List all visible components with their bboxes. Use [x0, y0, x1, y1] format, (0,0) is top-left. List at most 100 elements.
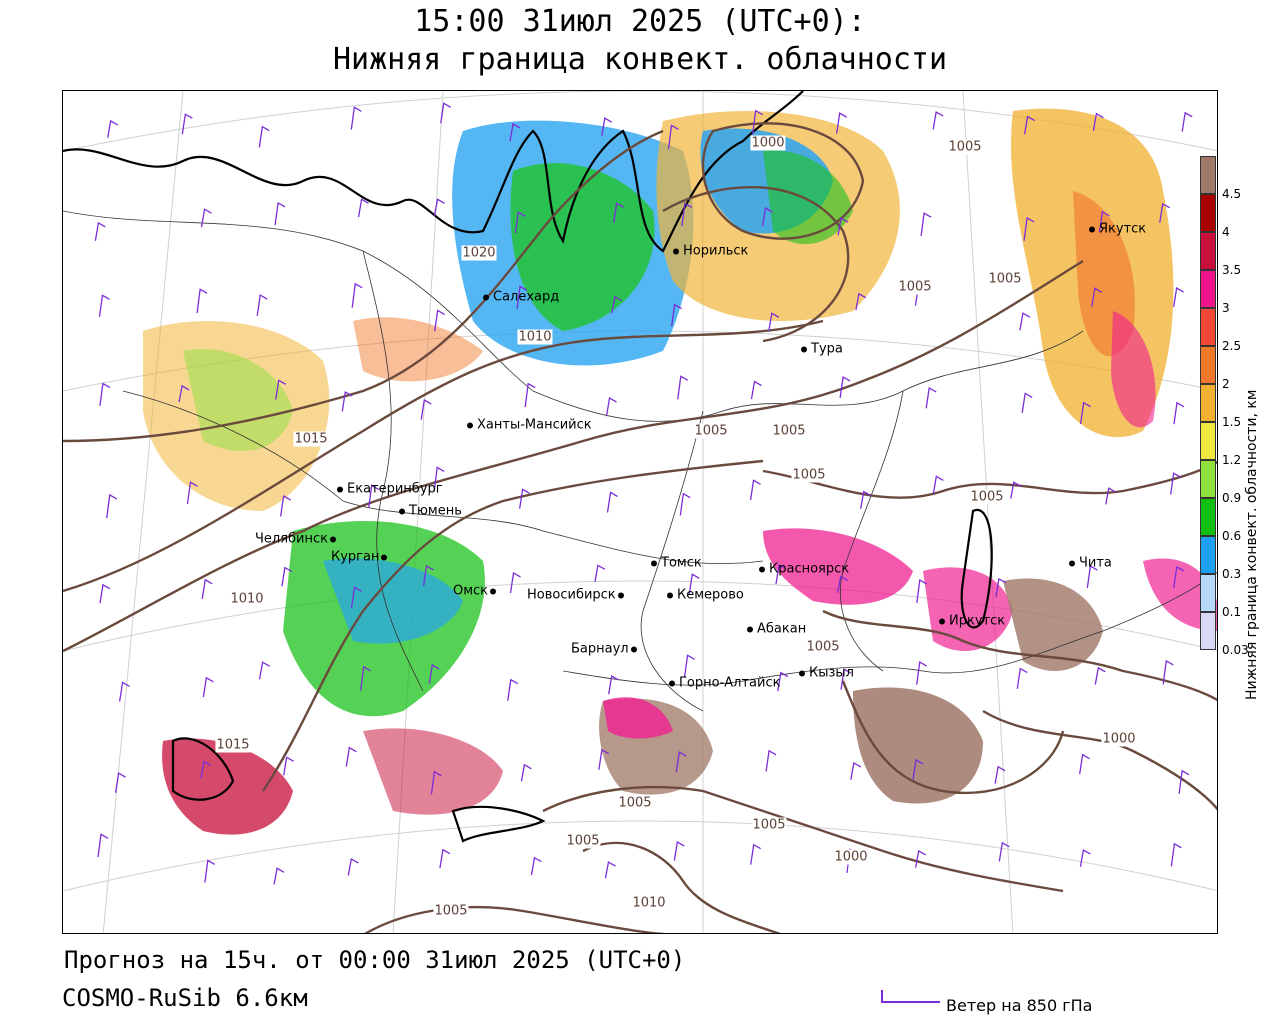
city-chelyabinsk: Челябинск	[255, 532, 340, 547]
wind-barb	[1162, 659, 1174, 685]
wind-barb	[1178, 769, 1190, 794]
isobar-label: 1005	[947, 139, 983, 155]
legend-tick-label: 3.5	[1222, 263, 1242, 277]
city-label: Иркутск	[949, 613, 1006, 629]
city-dot	[490, 588, 497, 594]
city-dot	[1069, 560, 1075, 566]
isobar-label: 1005	[771, 423, 807, 439]
city-dot	[939, 618, 945, 624]
legend-tick-label: 0.03	[1222, 643, 1249, 657]
wind-barb	[509, 571, 521, 594]
city-label: Тюмень	[409, 503, 462, 519]
city-chita: Чита	[1069, 556, 1112, 571]
city-yakutsk: Якутск	[1089, 222, 1146, 237]
wind-barb	[524, 382, 536, 408]
wind-barb	[258, 125, 270, 148]
wind-barb	[605, 397, 617, 417]
wind-barb	[514, 211, 526, 234]
wind-barb	[920, 212, 932, 237]
wind-barb	[283, 756, 294, 776]
wind-barb	[667, 124, 679, 150]
wind-barb	[594, 564, 606, 582]
city-label: Кызыл	[809, 665, 854, 681]
isobar-label: 1000	[1101, 731, 1137, 747]
city-abakan: Абакан	[747, 622, 806, 637]
city-dot	[330, 536, 337, 542]
isobar-label: 1005	[897, 279, 933, 295]
wind-barb	[850, 761, 862, 780]
wind-barb	[683, 654, 695, 678]
map-canvas	[63, 91, 1217, 933]
wind-barb	[200, 760, 212, 779]
wind-barb	[611, 295, 623, 314]
city-dot	[467, 422, 473, 428]
city-label: Ханты-Мансийск	[477, 417, 592, 433]
wind-barb	[768, 312, 780, 332]
wind-barb	[1092, 112, 1104, 132]
city-label: Тура	[811, 341, 843, 357]
city-label: Омск	[453, 583, 489, 599]
city-dot	[667, 592, 673, 598]
wind-barb	[1016, 667, 1028, 689]
weather-map: Салехард Норильск Тура Якутск Ханты-Манс…	[62, 90, 1218, 934]
wind-barb	[1173, 287, 1184, 308]
legend-swatch	[1200, 574, 1216, 612]
wind-barb	[1098, 210, 1110, 233]
wind-barb	[360, 665, 372, 691]
wind-barb	[598, 748, 610, 770]
legend-title: Нижняя граница конвект. облачности, км	[1244, 389, 1260, 700]
isobar-label: 1005	[987, 271, 1023, 287]
city-label: Новосибирск	[527, 587, 616, 603]
city-omsk: Омск	[453, 584, 500, 599]
city-dot	[483, 294, 489, 300]
legend-swatch	[1200, 308, 1216, 346]
wind-barb	[673, 841, 685, 861]
city-gorno-altaysk: Горно-Алтайск	[669, 676, 780, 691]
wind-barb	[932, 475, 944, 495]
wind-barb	[836, 112, 847, 134]
city-label: Якутск	[1099, 221, 1147, 237]
wind-barb	[1173, 401, 1185, 425]
wind-barb	[428, 663, 440, 684]
isobar-label: 1010	[631, 895, 667, 911]
city-tomsk: Томск	[651, 556, 702, 571]
wind-barb	[420, 399, 432, 420]
wind-barb	[775, 563, 787, 585]
legend-swatch	[1200, 384, 1216, 422]
city-dot	[617, 592, 624, 598]
legend-tick-label: 0.6	[1222, 529, 1242, 543]
isobar-label: 1000	[750, 135, 786, 151]
wind-barb	[1105, 487, 1117, 505]
wind-barb	[604, 861, 616, 879]
wind-barb-legend-icon	[881, 990, 940, 1003]
wind-barb	[613, 202, 624, 223]
wind-barb	[114, 772, 126, 793]
wind-barb	[118, 681, 130, 702]
legend-swatch	[1200, 612, 1216, 650]
wind-barb	[520, 763, 532, 782]
city-kurgan: Курган	[331, 550, 391, 565]
wind-barb	[994, 765, 1006, 784]
wind-barb	[341, 390, 353, 412]
city-label: Кемерово	[677, 587, 744, 603]
wind-barb	[688, 573, 700, 595]
map-title: 15:00 31июл 2025 (UTC+0):	[414, 4, 866, 39]
city-dot	[651, 560, 657, 566]
wind-barb	[749, 479, 761, 501]
isobar-label: 1005	[969, 489, 1005, 505]
legend-tick-label: 1.2	[1222, 453, 1242, 467]
wind-barb	[855, 292, 867, 311]
wind-barb	[912, 758, 924, 780]
wind-barb	[106, 493, 118, 519]
city-barnaul: Барнаул	[571, 642, 641, 657]
isobar-label: 1015	[293, 431, 329, 447]
wind-barb	[1170, 472, 1181, 495]
wind-barb	[357, 198, 369, 218]
wind-barb	[94, 221, 106, 241]
wind-barb	[601, 117, 613, 136]
wind-barb	[275, 379, 287, 400]
wind-barb	[186, 481, 198, 505]
wind-barb	[1079, 753, 1090, 775]
city-krasnoyarsk: Красноярск	[759, 562, 849, 577]
wind-barb	[915, 849, 927, 868]
